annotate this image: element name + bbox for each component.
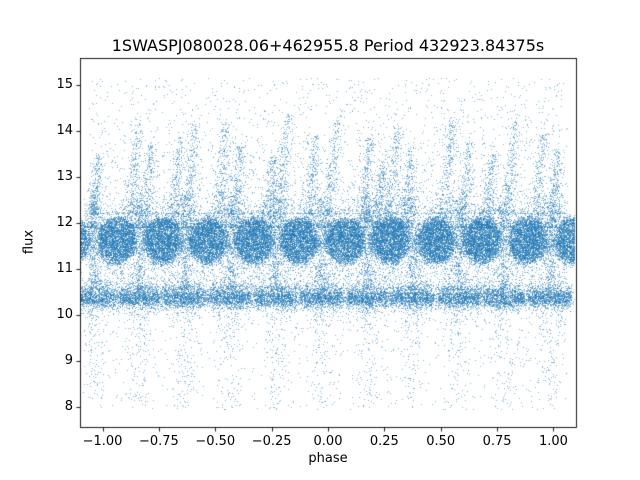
y-tick-label: 15 <box>56 76 73 92</box>
x-tick-label: 0.50 <box>426 434 456 449</box>
x-tick-label: 0.75 <box>482 434 512 449</box>
x-tick-label: −0.50 <box>195 434 236 449</box>
x-tick-label: −0.25 <box>251 434 292 449</box>
y-tick-label: 8 <box>64 398 73 414</box>
x-tick-label: −1.00 <box>82 434 123 449</box>
y-tick-label: 12 <box>56 214 73 230</box>
x-tick-label: 1.00 <box>538 434 568 449</box>
y-tick-label: 9 <box>64 352 73 368</box>
y-axis-label: flux <box>21 229 37 255</box>
y-tick-label: 13 <box>56 168 73 184</box>
y-tick-label: 11 <box>56 260 73 276</box>
y-tick-label: 10 <box>56 306 73 322</box>
x-tick-label: −0.75 <box>138 434 179 449</box>
x-tick-label: 0.25 <box>369 434 399 449</box>
x-axis-label: phase <box>308 451 348 466</box>
y-tick-label: 14 <box>56 122 73 138</box>
chart-title: 1SWASPJ080028.06+462955.8 Period 432923.… <box>111 36 545 55</box>
x-tick-label: 0.00 <box>313 434 343 449</box>
